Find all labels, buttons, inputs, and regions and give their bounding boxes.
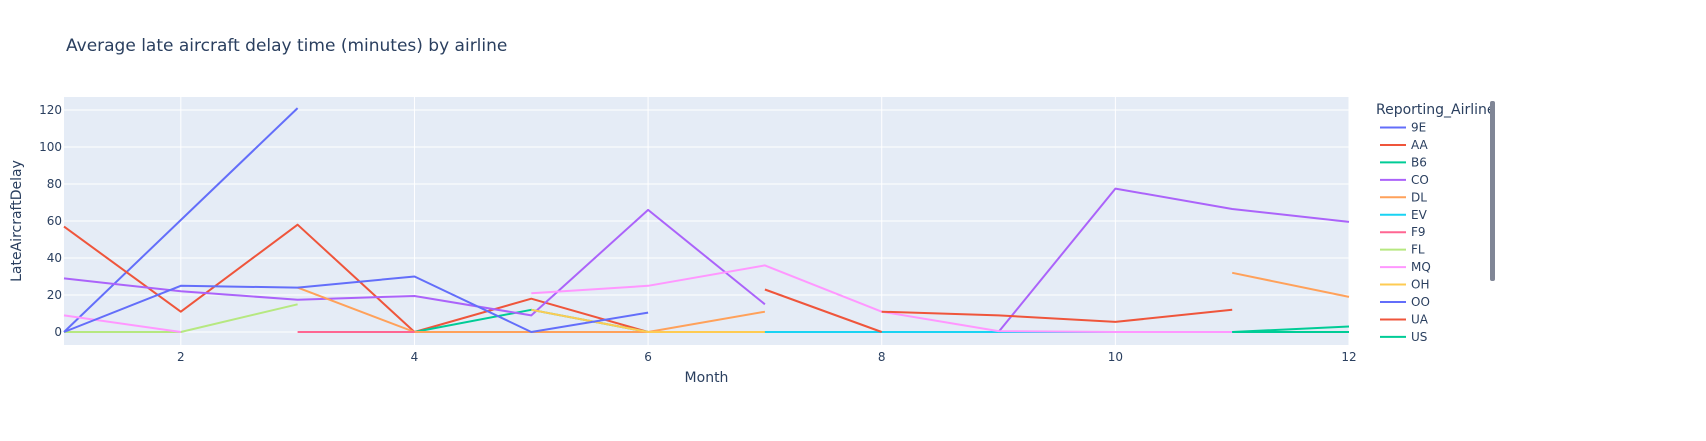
legend-label: UA bbox=[1411, 312, 1429, 326]
series-line-oh[interactable] bbox=[531, 308, 765, 333]
legend-item-ev[interactable]: EV bbox=[1380, 208, 1428, 222]
x-tick-label: 6 bbox=[644, 350, 652, 364]
legend-item-oo[interactable]: OO bbox=[1380, 295, 1430, 309]
series-line-dl[interactable] bbox=[1231, 271, 1350, 298]
legend-label: 9E bbox=[1411, 121, 1426, 135]
legend-label: F9 bbox=[1411, 225, 1426, 239]
legend-scrollbar[interactable] bbox=[1490, 101, 1495, 281]
legend-label: B6 bbox=[1411, 155, 1427, 169]
legend-item-f9[interactable]: F9 bbox=[1380, 225, 1426, 239]
y-tick-label: 20 bbox=[47, 288, 62, 302]
legend-label: US bbox=[1411, 330, 1427, 344]
y-tick-label: 100 bbox=[39, 140, 62, 154]
legend-title: Reporting_Airline bbox=[1376, 102, 1496, 118]
series-line-co[interactable] bbox=[997, 187, 1350, 333]
series-line-ua[interactable] bbox=[881, 308, 1233, 323]
y-tick-label: 0 bbox=[54, 325, 62, 339]
x-tick-label: 10 bbox=[1108, 350, 1123, 364]
y-tick-label: 40 bbox=[47, 251, 62, 265]
legend-label: DL bbox=[1411, 190, 1427, 204]
legend-label: CO bbox=[1411, 173, 1429, 187]
x-tick-label: 12 bbox=[1341, 350, 1356, 364]
legend[interactable]: Reporting_Airline 9E AA B6 CO DL EV F9 FL MQ OH OO… bbox=[1376, 101, 1496, 344]
y-tick-label: 120 bbox=[39, 103, 62, 117]
x-tick-label: 2 bbox=[177, 350, 185, 364]
y-axis-title: LateAircraftDelay bbox=[9, 160, 25, 282]
legend-item-mq[interactable]: MQ bbox=[1380, 260, 1431, 274]
series-line-ua[interactable] bbox=[764, 288, 883, 333]
series-line-co[interactable] bbox=[63, 208, 766, 317]
legend-item-us[interactable]: US bbox=[1380, 330, 1427, 344]
legend-item-oh[interactable]: OH bbox=[1380, 278, 1429, 292]
legend-item-9e[interactable]: 9E bbox=[1380, 121, 1426, 135]
legend-items[interactable]: 9E AA B6 CO DL EV F9 FL MQ OH OO UA US bbox=[1380, 121, 1431, 344]
legend-label: OH bbox=[1411, 278, 1429, 292]
legend-item-aa[interactable]: AA bbox=[1380, 138, 1429, 152]
series-line-mq[interactable] bbox=[63, 314, 181, 333]
series-line-aa[interactable] bbox=[63, 223, 649, 333]
series-line-9e[interactable] bbox=[63, 107, 299, 333]
series-layer bbox=[63, 107, 1350, 333]
y-tick-label: 60 bbox=[47, 214, 62, 228]
x-tick-label: 8 bbox=[878, 350, 886, 364]
legend-label: OO bbox=[1411, 295, 1430, 309]
series-line-oo[interactable] bbox=[63, 275, 649, 333]
legend-item-co[interactable]: CO bbox=[1380, 173, 1429, 187]
legend-label: FL bbox=[1411, 243, 1425, 257]
legend-item-b6[interactable]: B6 bbox=[1380, 155, 1427, 169]
tick-layer: 0 20 40 60 80 100 120 2 4 6 8 10 12 bbox=[39, 103, 1357, 364]
legend-label: EV bbox=[1411, 208, 1428, 222]
legend-item-dl[interactable]: DL bbox=[1380, 190, 1427, 204]
legend-item-ua[interactable]: UA bbox=[1380, 312, 1429, 326]
chart-title: Average late aircraft delay time (minute… bbox=[66, 36, 507, 56]
legend-label: MQ bbox=[1411, 260, 1431, 274]
x-axis-title: Month bbox=[685, 370, 729, 386]
y-tick-label: 80 bbox=[47, 177, 62, 191]
legend-item-fl[interactable]: FL bbox=[1380, 243, 1425, 257]
x-tick-label: 4 bbox=[411, 350, 419, 364]
legend-label: AA bbox=[1411, 138, 1429, 152]
